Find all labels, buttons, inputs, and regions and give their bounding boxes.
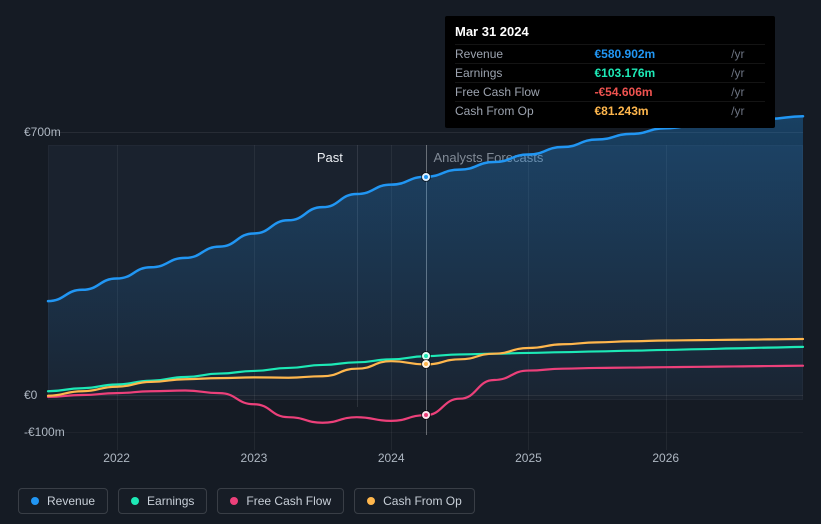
tooltip-row: Free Cash Flow-€54.606m/yr (455, 83, 765, 102)
financial-trend-chart: €700m €0 -€100m 2022 2023 2024 2025 2026 Pas… (0, 0, 821, 524)
x-tick-label: 2026 (652, 451, 679, 465)
legend-label: Earnings (147, 494, 194, 508)
tooltip-row: Revenue€580.902m/yr (455, 45, 765, 64)
past-forecast-divider (357, 145, 358, 407)
tooltip-metric-label: Earnings (455, 64, 595, 83)
x-tick-label: 2023 (241, 451, 268, 465)
hover-tooltip: Mar 31 2024 Revenue€580.902m/yrEarnings€… (445, 16, 775, 128)
tooltip-metric-unit: /yr (727, 45, 765, 64)
tooltip-title: Mar 31 2024 (455, 24, 765, 39)
marker-fcf (422, 411, 430, 419)
legend-item-earnings[interactable]: Earnings (118, 488, 207, 514)
tooltip-metric-value: €81.243m (595, 102, 728, 121)
x-gridline (117, 145, 118, 450)
gridline (48, 132, 803, 133)
tooltip-metric-value: -€54.606m (595, 83, 728, 102)
tooltip-metric-label: Revenue (455, 45, 595, 64)
legend-label: Revenue (47, 494, 95, 508)
x-gridline (254, 145, 255, 450)
past-region-label: Past (317, 150, 343, 165)
legend-label: Cash From Op (383, 494, 462, 508)
tooltip-metric-unit: /yr (727, 83, 765, 102)
y-tick-label: €0 (24, 388, 37, 402)
x-gridline (666, 145, 667, 450)
legend-item-cfo[interactable]: Cash From Op (354, 488, 475, 514)
marker-earnings (422, 352, 430, 360)
forecast-region-label: Analysts Forecasts (434, 150, 544, 165)
legend-color-dot (367, 497, 375, 505)
tooltip-metric-unit: /yr (727, 102, 765, 121)
x-gridline (391, 145, 392, 450)
marker-cfo (422, 360, 430, 368)
x-tick-label: 2024 (378, 451, 405, 465)
tooltip-metric-value: €580.902m (595, 45, 728, 64)
legend-item-revenue[interactable]: Revenue (18, 488, 108, 514)
marker-revenue (422, 173, 430, 181)
tooltip-metric-value: €103.176m (595, 64, 728, 83)
legend-label: Free Cash Flow (246, 494, 331, 508)
x-tick-label: 2025 (515, 451, 542, 465)
chart-legend: Revenue Earnings Free Cash Flow Cash From O… (18, 488, 475, 514)
x-gridline (528, 145, 529, 450)
tooltip-metric-label: Free Cash Flow (455, 83, 595, 102)
legend-color-dot (31, 497, 39, 505)
legend-item-fcf[interactable]: Free Cash Flow (217, 488, 344, 514)
tooltip-row: Cash From Op€81.243m/yr (455, 102, 765, 121)
legend-color-dot (230, 497, 238, 505)
y-tick-label: -€100m (24, 425, 65, 439)
tooltip-metric-label: Cash From Op (455, 102, 595, 121)
y-tick-label: €700m (24, 125, 61, 139)
tooltip-row: Earnings€103.176m/yr (455, 64, 765, 83)
tooltip-metric-unit: /yr (727, 64, 765, 83)
x-tick-label: 2022 (103, 451, 130, 465)
legend-color-dot (131, 497, 139, 505)
hover-guideline (426, 145, 427, 435)
